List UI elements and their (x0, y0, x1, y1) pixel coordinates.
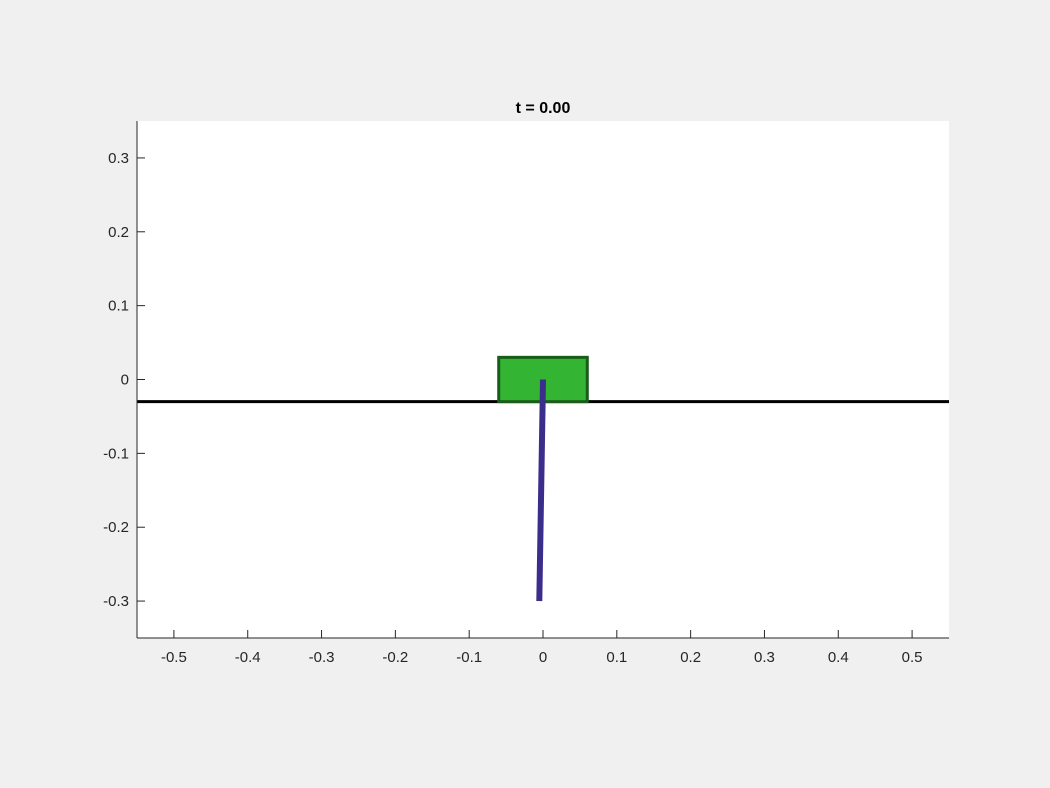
x-tick-label: -0.5 (161, 649, 187, 666)
y-tick-label: 0 (121, 372, 129, 389)
y-ticks: 0.3 0.2 0.1 0 -0.1 -0.2 -0.3 (103, 150, 145, 610)
y-tick-label: -0.3 (103, 593, 129, 610)
x-tick-label: 0.1 (606, 649, 627, 666)
x-tick-label: 0.5 (902, 649, 923, 666)
chart-title: t = 0.00 (516, 100, 571, 117)
y-tick-label: 0.1 (108, 298, 129, 315)
x-tick-label: 0.3 (754, 649, 775, 666)
y-tick-label: 0.2 (108, 224, 129, 241)
x-tick-label: -0.4 (235, 649, 261, 666)
y-tick-label: -0.1 (103, 445, 129, 462)
x-tick-label: -0.3 (309, 649, 335, 666)
y-tick-label: -0.2 (103, 519, 129, 536)
x-tick-label: 0.2 (680, 649, 701, 666)
x-tick-label: -0.2 (382, 649, 408, 666)
pendulum-rod (536, 379, 546, 602)
x-ticks: -0.5 -0.4 -0.3 -0.2 -0.1 0 0.1 0.2 0.3 0.4 0.5 (161, 630, 923, 666)
y-tick-label: 0.3 (108, 150, 129, 167)
x-tick-label: 0 (539, 649, 547, 666)
x-tick-label: -0.1 (456, 649, 482, 666)
x-tick-label: 0.4 (828, 649, 849, 666)
